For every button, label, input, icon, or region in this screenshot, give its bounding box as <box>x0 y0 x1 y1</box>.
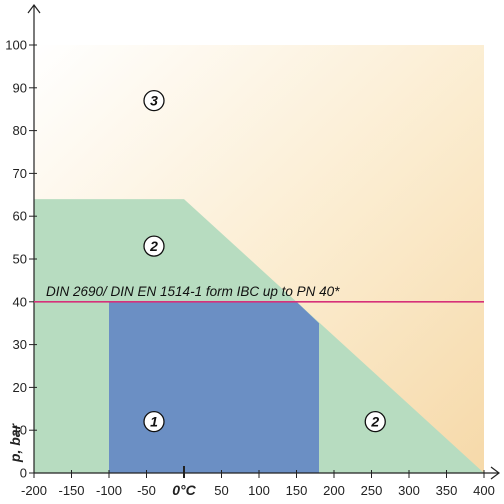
y-axis-title: p, bar <box>7 422 23 463</box>
x-tick-label: -200 <box>21 483 47 498</box>
zone-label-2-secondary-text: 2 <box>370 414 379 430</box>
zone-label-3: 3 <box>143 89 165 112</box>
x-tick-label: -100 <box>96 483 122 498</box>
regions-layer <box>34 45 484 473</box>
reference-line-label: DIN 2690/ DIN EN 1514-1 form IBC up to P… <box>46 284 340 299</box>
zone-label-1: 1 <box>143 410 165 433</box>
region-1-area <box>109 301 319 473</box>
y-tick-label: 60 <box>13 209 27 224</box>
zone-label-3-circle <box>143 89 165 112</box>
zone-label-3-text: 3 <box>150 93 158 109</box>
x-tick-label: 200 <box>323 483 345 498</box>
axes-layer: 0 10 20 30 40 50 60 70 80 90 100 -200 -150 -100 -50 0°C… <box>5 4 500 498</box>
y-tick-label: 0 <box>20 466 27 481</box>
zone-label-2-text: 2 <box>149 238 158 254</box>
y-tick-label: 40 <box>13 294 27 309</box>
x-tick-label: 100 <box>248 483 270 498</box>
x-tick-label: 50 <box>214 483 228 498</box>
zone-label-1-text: 1 <box>150 414 158 430</box>
x-tick-label: 350 <box>436 483 458 498</box>
y-tick-label: 80 <box>13 123 27 138</box>
y-tick-label: 90 <box>13 80 27 95</box>
zone-label-1-circle <box>143 410 165 433</box>
y-tick-label: 70 <box>13 166 27 181</box>
zone-label-2-circle <box>143 235 165 257</box>
x-tick-label: 250 <box>361 483 383 498</box>
x-tick-label: 0°C <box>172 482 196 498</box>
x-axis-arrow <box>490 466 500 480</box>
x-tick-label: 300 <box>398 483 420 498</box>
x-tick-label: 400 <box>473 483 495 498</box>
y-tick-label: 50 <box>13 252 27 267</box>
y-tick-label: 20 <box>13 380 27 395</box>
x-tick-label: -150 <box>58 483 84 498</box>
zone-label-2: 2 <box>143 235 165 257</box>
zone-label-2-secondary: 2 <box>364 410 386 433</box>
y-tick-label: 10 <box>13 423 27 438</box>
x-tick-label: 150 <box>286 483 308 498</box>
labels-layer: DIN 2690/ DIN EN 1514-1 form IBC up to P… <box>34 89 484 433</box>
x-tick-label: -50 <box>137 483 156 498</box>
y-tick-label: 30 <box>13 337 27 352</box>
y-tick-label: 100 <box>5 38 27 53</box>
zone-label-2-secondary-circle <box>364 410 386 433</box>
y-axis-arrow <box>27 4 41 14</box>
